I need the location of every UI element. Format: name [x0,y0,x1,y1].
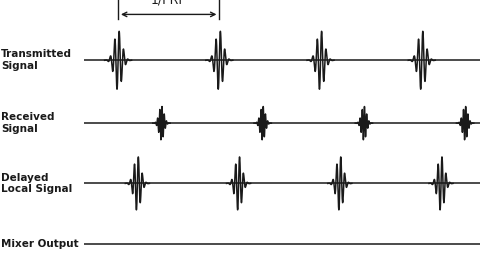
Text: 1/PRF: 1/PRF [151,0,187,6]
Text: Received
Signal: Received Signal [1,112,54,134]
Text: Mixer Output: Mixer Output [1,239,79,249]
Text: Transmitted
Signal: Transmitted Signal [1,50,72,71]
Text: Delayed
Local Signal: Delayed Local Signal [1,173,72,194]
